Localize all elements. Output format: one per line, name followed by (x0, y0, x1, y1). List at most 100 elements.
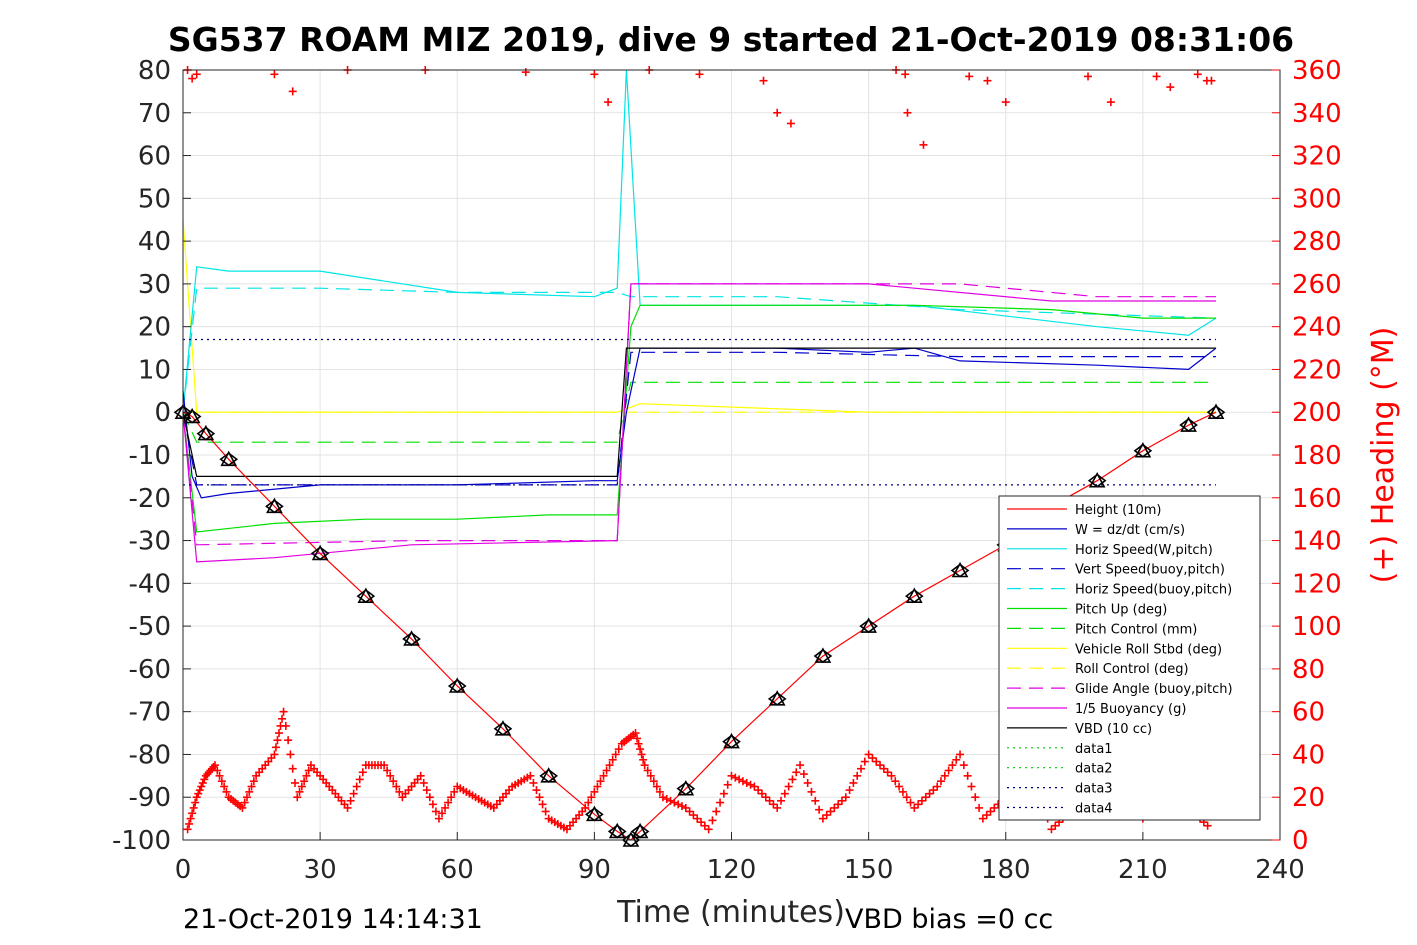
heading-point (860, 757, 869, 766)
heading-point (247, 782, 256, 791)
heading-point (1047, 825, 1056, 834)
heading-point (666, 796, 675, 805)
series-line-1-5-buoyancy-g (182, 283, 1216, 563)
heading-point (447, 793, 456, 802)
heading-point (735, 775, 744, 784)
y-tick-label: -30 (129, 527, 171, 557)
heading-point (631, 729, 640, 738)
heading-point (584, 798, 593, 807)
heading-point (521, 68, 530, 77)
right-tick-label: 360 (1292, 56, 1342, 86)
heading-point (818, 814, 827, 823)
height-marker-diamond (676, 781, 696, 796)
heading-point (803, 778, 812, 787)
legend-entry: data3 (1075, 782, 1113, 797)
right-tick-label: 340 (1292, 99, 1342, 129)
series-line-horiz-speed-buoy-pitch (182, 287, 1217, 413)
heading-point (290, 778, 299, 787)
height-marker-diamond (585, 807, 604, 822)
heading-point (841, 793, 850, 802)
heading-point (633, 734, 642, 743)
heading-point (910, 803, 919, 812)
heading-point (637, 750, 646, 759)
y-axis-ticks: 80 70 60 50 40 30 20 10 0 -10 -20 -30 -40 -50 -60 -70 -8… (112, 56, 191, 856)
heading-point (639, 755, 648, 764)
heading-point (919, 140, 928, 149)
heading-point (944, 766, 953, 775)
heading-point (604, 98, 613, 107)
heading-point (602, 766, 611, 775)
heading-point (784, 782, 793, 791)
right-axis-ticks: 3603403203002802602402202001801601401201… (1272, 56, 1342, 856)
heading-point (876, 761, 885, 770)
heading-point (242, 793, 251, 802)
heading-point (295, 787, 304, 796)
heading-point (940, 771, 949, 780)
heading-point (811, 796, 820, 805)
heading-point (837, 796, 846, 805)
y-tick-label: 20 (138, 313, 171, 343)
footer-timestamp: 21-Oct-2019 14:14:31 (183, 904, 483, 935)
right-tick-label: 20 (1292, 783, 1325, 813)
heading-point (608, 755, 617, 764)
heading-point (286, 750, 295, 759)
y-tick-label: -70 (129, 698, 171, 728)
heading-point (185, 819, 194, 828)
height-marker-diamond (539, 768, 559, 783)
heading-point (1001, 98, 1010, 107)
legend-entry: W = dz/dt (cm/s) (1075, 523, 1185, 538)
heading-point (765, 796, 774, 805)
chart-title: SG537 ROAM MIZ 2019, dive 9 started 21-O… (168, 20, 1294, 59)
heading-point (649, 777, 658, 786)
x-axis-ticks: 0 30 60 90 120 150 180 210 240 (175, 832, 1305, 885)
heading-point (383, 766, 392, 775)
heading-point (425, 793, 434, 802)
x-tick-label: 120 (707, 855, 757, 885)
heading-point (902, 793, 911, 802)
legend-entry: Horiz Speed(buoy,pitch) (1075, 583, 1232, 598)
heading-point (786, 119, 795, 128)
heading-point (189, 803, 198, 812)
heading-point (731, 773, 740, 782)
heading-point (587, 793, 596, 802)
right-tick-label: 260 (1292, 270, 1342, 300)
height-marker-diamond (219, 452, 239, 467)
heading-point (611, 750, 620, 759)
heading-point (777, 796, 786, 805)
heading-point (636, 745, 645, 754)
right-tick-label: 100 (1292, 612, 1342, 642)
right-tick-label: 160 (1292, 484, 1342, 514)
heading-point (419, 778, 428, 787)
right-tick-label: 60 (1292, 698, 1325, 728)
legend-entry: Vert Speed(buoy,pitch) (1075, 563, 1225, 578)
heading-point (727, 771, 736, 780)
heading-point (719, 789, 728, 798)
heading-point (1203, 821, 1212, 830)
y-tick-label: -40 (129, 569, 171, 599)
heading-point (238, 803, 247, 812)
legend-entry: data1 (1075, 742, 1113, 757)
heading-point (723, 780, 732, 789)
heading-point (304, 766, 313, 775)
right-tick-label: 120 (1292, 569, 1342, 599)
heading-point (965, 72, 974, 81)
heading-point (192, 793, 201, 802)
height-marker-diamond (356, 589, 376, 604)
heading-point (428, 800, 437, 809)
y-tick-label: 60 (138, 142, 171, 172)
heading-point (857, 764, 866, 773)
legend-box (998, 495, 1261, 821)
heading-point (685, 807, 694, 816)
heading-point (581, 803, 590, 812)
y-tick-label: -50 (129, 612, 171, 642)
legend-entry: data2 (1075, 762, 1113, 777)
heading-point (194, 789, 203, 798)
heading-point (450, 787, 459, 796)
legend-entry: Height (10m) (1075, 503, 1161, 518)
heading-point (738, 777, 747, 786)
heading-point (872, 757, 881, 766)
y-tick-label: 30 (138, 270, 171, 300)
heading-point (704, 825, 713, 834)
heading-point (921, 793, 930, 802)
heading-point (195, 786, 204, 795)
